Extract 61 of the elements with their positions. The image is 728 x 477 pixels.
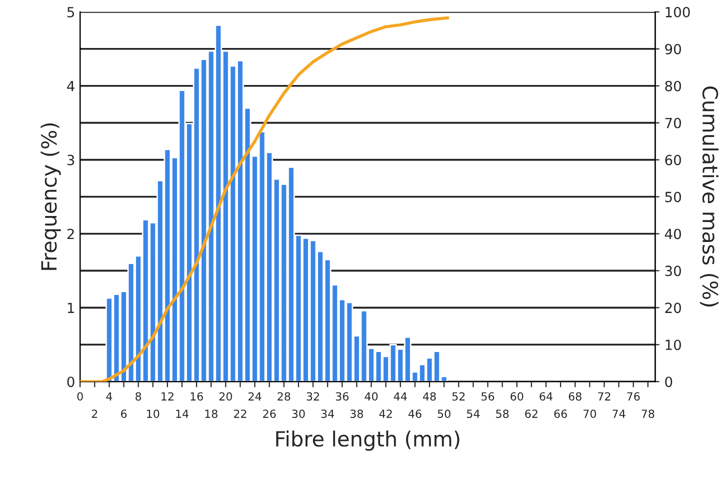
- x2-tick-label: 54: [466, 410, 480, 418]
- x-tick-label: 36: [336, 392, 349, 401]
- x2-tick-label: 70: [584, 410, 596, 418]
- x2-tick-label: 62: [525, 410, 538, 418]
- y-tick-label: 1: [68, 302, 74, 313]
- x-tick-label: 52: [452, 392, 465, 401]
- y2-tick-label: 0: [665, 376, 672, 388]
- x2-tick-label: 22: [234, 410, 246, 418]
- y-tick-label: 3: [67, 154, 74, 166]
- y2-tick-label: 10: [666, 340, 681, 350]
- x-tick-label: 56: [482, 392, 494, 401]
- x2-tick-label: 78: [642, 410, 654, 418]
- y2-tick-label: 20: [665, 302, 681, 314]
- y2-tick-label: 40: [664, 228, 681, 240]
- y-tick-label: 4: [67, 81, 74, 92]
- line-series: [80, 16, 450, 382]
- y2-tick-label: 70: [665, 118, 681, 128]
- x-tick-label: 16: [190, 392, 203, 401]
- x-tick-label: 68: [568, 392, 582, 401]
- x2-tick-label: 38: [350, 410, 364, 418]
- y2-tick-label: 60: [665, 154, 681, 166]
- y2-axis-title: Cumulative mass (%): [700, 86, 719, 306]
- y2-tick-label: 50: [665, 192, 681, 202]
- x2-tick-label: 34: [321, 410, 334, 418]
- x-tick-label: 60: [510, 392, 524, 401]
- x2-tick-label: 2: [92, 410, 98, 418]
- x2-tick-label: 30: [292, 410, 305, 418]
- x-tick-label: 72: [598, 392, 610, 400]
- x2-tick-label: 42: [379, 410, 392, 418]
- x-tick-label: 8: [136, 392, 142, 401]
- x-tick-label: 12: [162, 392, 174, 400]
- y-tick-label: 0: [67, 376, 74, 388]
- x2-tick-label: 14: [176, 410, 188, 418]
- x-tick-label: 28: [278, 392, 290, 401]
- x-tick-label: 4: [106, 392, 112, 400]
- y-axis-title: Frequency (%): [40, 123, 61, 270]
- x-tick-label: 48: [422, 392, 436, 401]
- y2-tick-label: 90: [665, 44, 681, 54]
- y-tick-label: 5: [67, 7, 74, 18]
- x-tick-label: 24: [248, 392, 262, 400]
- y2-tick-label: 30: [665, 266, 681, 276]
- x2-tick-label: 66: [554, 410, 567, 418]
- x2-tick-label: 58: [496, 410, 509, 418]
- x2-tick-label: 18: [205, 410, 218, 418]
- x-axis-title: Fibre length (mm): [276, 430, 460, 451]
- x2-tick-label: 74: [612, 410, 626, 418]
- x-tick-label: 0: [77, 392, 83, 401]
- x-tick-label: 20: [219, 392, 232, 401]
- x2-tick-label: 46: [408, 410, 422, 418]
- y2-tick-label: 80: [665, 80, 681, 92]
- x2-tick-label: 50: [438, 410, 450, 418]
- x-tick-label: 32: [306, 392, 319, 401]
- x-tick-label: 40: [364, 392, 378, 401]
- x-tick-label: 76: [627, 392, 640, 401]
- x2-tick-label: 26: [263, 410, 276, 418]
- y2-tick-label: 100: [666, 6, 690, 18]
- x2-tick-label: 6: [121, 410, 127, 418]
- x-tick-label: 44: [394, 392, 407, 400]
- y-tick-label: 2: [67, 228, 74, 240]
- x2-tick-label: 10: [147, 410, 160, 418]
- x-tick-label: 64: [540, 392, 552, 401]
